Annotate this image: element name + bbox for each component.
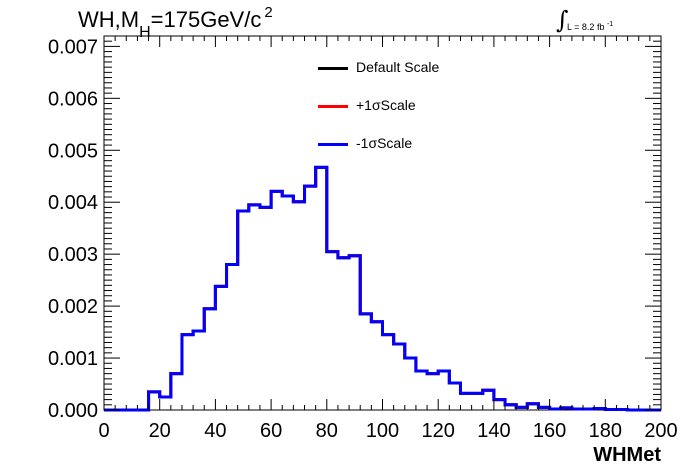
y-tick-label: 0.005 [48, 140, 98, 162]
legend-swatch-minus1sigma [318, 143, 348, 146]
x-tick-label: 140 [477, 420, 510, 442]
luminosity-superscript: -1 [606, 21, 614, 28]
legend-item-plus1sigma: +1σScale [318, 94, 458, 132]
x-tick-label: 80 [316, 420, 338, 442]
legend: Default Scale +1σScale -1σScale [318, 56, 458, 170]
y-tick-label: 0.003 [48, 244, 98, 266]
x-tick-label: 0 [98, 420, 109, 442]
title-main: =175GeV/c [150, 7, 262, 32]
y-tick-label: 0.004 [48, 192, 98, 214]
legend-swatch-plus1sigma [318, 105, 348, 108]
x-tick-label: 120 [422, 420, 455, 442]
y-tick-label: 0.006 [48, 88, 98, 110]
legend-label-default: Default Scale [356, 59, 440, 75]
series-line-default [104, 165, 661, 412]
y-tick-label: 0.007 [48, 36, 98, 58]
x-tick-label: 40 [204, 420, 226, 442]
luminosity-text: L = 8.2 fb [567, 22, 605, 32]
x-tick-label: 160 [533, 420, 566, 442]
series-line-plus1sigma [104, 165, 661, 412]
legend-item-default: Default Scale [318, 56, 458, 94]
integral-symbol: ∫ [556, 6, 569, 34]
title-subscript: H [139, 24, 151, 41]
y-tick-label: 0.001 [48, 348, 98, 370]
x-tick-label: 20 [149, 420, 171, 442]
series-layer [104, 165, 661, 412]
x-tick-label: 200 [644, 420, 677, 442]
x-tick-label: 180 [589, 420, 622, 442]
title-prefix: WH,M [78, 7, 140, 32]
legend-label-plus1sigma: +1σScale [356, 97, 416, 113]
x-tick-label: 60 [260, 420, 282, 442]
axis-layer: 0 20 40 60 80 100 120 140 160 180 200 0.000 0.001 0.0… [48, 36, 678, 466]
legend-label-minus1sigma: -1σScale [356, 135, 413, 151]
y-tick-label: 0.000 [48, 400, 98, 422]
chart-title: WH,MH=175GeV/c 2 [78, 4, 273, 42]
x-tick-label: 100 [366, 420, 399, 442]
series-line-minus1sigma [104, 165, 661, 412]
x-axis-label: WHMet [593, 444, 661, 466]
y-tick-label: 0.002 [48, 296, 98, 318]
legend-item-minus1sigma: -1σScale [318, 132, 458, 170]
title-superscript: 2 [264, 4, 273, 21]
legend-swatch-default [318, 67, 348, 70]
